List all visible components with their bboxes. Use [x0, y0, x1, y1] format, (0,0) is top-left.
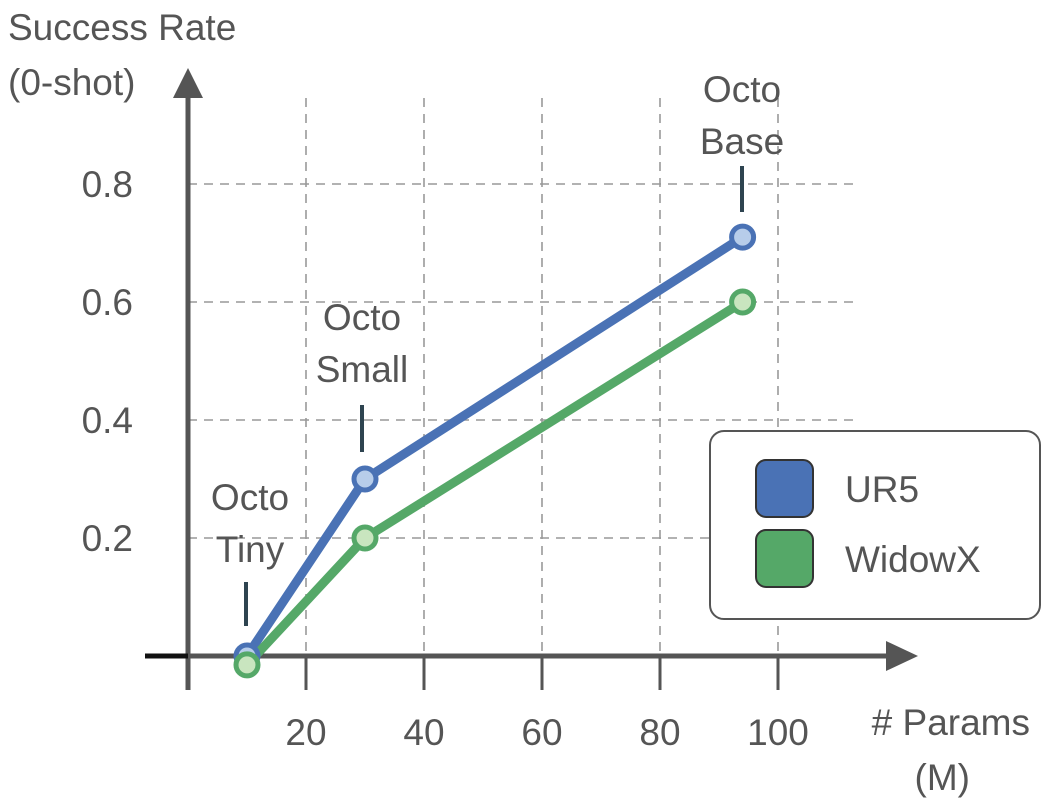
series-line [242, 232, 748, 661]
data-point [351, 524, 379, 552]
x-tick-label: 60 [521, 712, 562, 753]
y-axis-arrow [173, 68, 203, 98]
y-tick-label: 0.6 [82, 282, 133, 323]
annotation-label: Octo [703, 69, 781, 110]
legend-label: WidowX [845, 539, 981, 580]
annotation-label: Small [316, 349, 409, 390]
y-tick-label: 0.8 [82, 164, 133, 205]
legend-box [709, 430, 1041, 620]
axis-titles: Success Rate (0-shot) # Params (M) [8, 7, 1030, 798]
legend-swatch [755, 529, 814, 588]
x-axis-arrow [886, 641, 918, 671]
data-point [351, 465, 379, 493]
legend-swatch [755, 459, 814, 518]
annotation-label: Octo [211, 477, 289, 518]
x-axis-title: # Params [872, 702, 1030, 743]
series [233, 223, 757, 679]
legend-label: UR5 [845, 469, 919, 510]
y-tick-label: 0.4 [82, 400, 133, 441]
x-axis-title: (M) [915, 757, 970, 798]
x-tick-label: 20 [285, 712, 326, 753]
y-axis-title: Success Rate [8, 7, 236, 48]
data-point [729, 223, 757, 251]
y-axis-title: (0-shot) [8, 62, 135, 103]
annotation-label: Tiny [216, 529, 285, 570]
data-point [729, 288, 757, 316]
legend: UR5 WidowX [709, 430, 1041, 620]
ticks: 20 40 60 80 100 0.2 0.4 0.6 0.8 [82, 164, 809, 753]
x-tick-label: 80 [639, 712, 680, 753]
y-tick-label: 0.2 [82, 518, 133, 559]
x-tick-label: 40 [403, 712, 444, 753]
annotation-label: Base [700, 121, 784, 162]
annotation-label: Octo [323, 297, 401, 338]
x-tick-label: 100 [747, 712, 809, 753]
annotations: Octo Tiny Octo Small Octo Base [211, 69, 784, 626]
data-point [233, 651, 261, 679]
